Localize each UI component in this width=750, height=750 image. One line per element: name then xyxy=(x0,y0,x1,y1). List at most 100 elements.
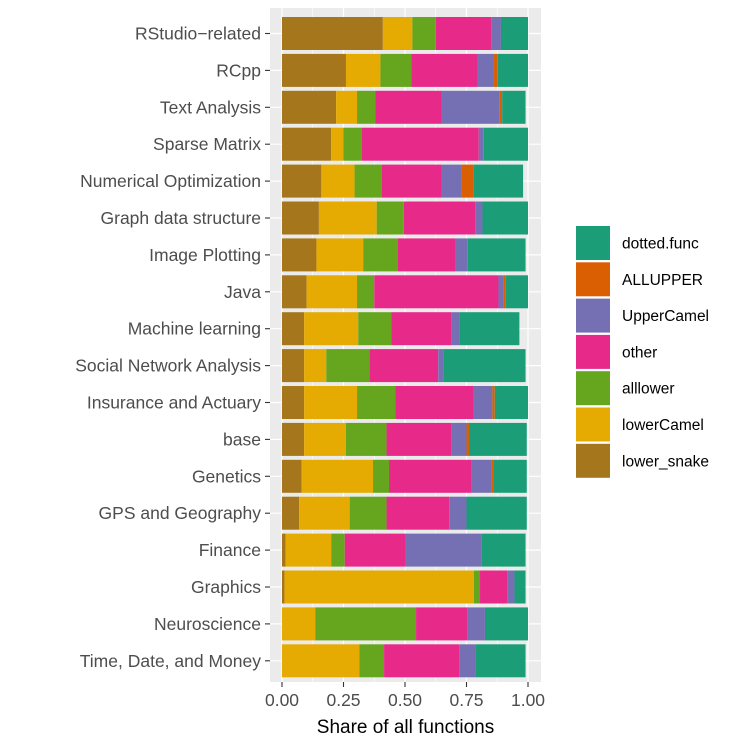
bar-segment-lower-snake xyxy=(282,201,319,235)
bar-segment-uppercamel xyxy=(451,422,467,456)
bar-segment-dotted-func xyxy=(502,90,526,124)
y-tick-label: Time, Date, and Money xyxy=(80,651,261,671)
y-tick-label: Image Plotting xyxy=(149,245,261,265)
bar-segment-other xyxy=(344,533,405,567)
y-tick-label: Numerical Optimization xyxy=(80,171,261,191)
bar-segment-alllower xyxy=(345,422,387,456)
bar-segment-lowercamel xyxy=(282,644,360,678)
legend-label: dotted.func xyxy=(622,236,699,253)
bar-segment-other xyxy=(395,386,474,419)
bar-segment-lowercamel xyxy=(331,127,344,161)
bar-segment-uppercamel xyxy=(467,607,485,641)
bar-segment-other xyxy=(403,201,476,235)
y-tick-label: Genetics xyxy=(192,466,261,486)
x-tick-label: 1.00 xyxy=(511,690,545,710)
bar-segment-alllower xyxy=(380,53,412,87)
legend-key xyxy=(576,334,610,369)
bar-segment-uppercamel xyxy=(478,127,484,161)
bar-segment-uppercamel xyxy=(455,238,468,272)
x-tick-label: 0.00 xyxy=(265,690,299,710)
bar-segment-alllower xyxy=(326,349,370,383)
legend-key xyxy=(576,226,610,260)
bar-segment-dotted-func xyxy=(494,386,528,419)
y-tick-label: Sparse Matrix xyxy=(153,134,261,154)
bar-segment-alllower xyxy=(373,459,390,493)
bar-segment-other xyxy=(386,496,450,530)
bar-segment-uppercamel xyxy=(475,201,483,235)
bar-segment-other xyxy=(397,238,456,272)
bar-segment-uppercamel xyxy=(507,570,515,604)
y-tick-label: base xyxy=(223,429,261,449)
bar-segment-uppercamel xyxy=(459,644,476,678)
bar-segment-dotted-func xyxy=(459,312,520,346)
bar-segment-lower-snake xyxy=(282,90,337,124)
bar-segment-allupper xyxy=(499,90,503,124)
bar-segment-allupper xyxy=(491,459,494,493)
bar-segment-lower-snake xyxy=(282,496,300,530)
bar-segment-lower-snake xyxy=(282,459,302,493)
bar-segment-allupper xyxy=(492,386,495,419)
bar-segment-alllower xyxy=(358,312,392,346)
bar-segment-dotted-func xyxy=(505,275,528,309)
bar-segment-lower-snake xyxy=(282,127,332,161)
y-tick-label: RCpp xyxy=(216,60,261,80)
bar-segment-alllower xyxy=(357,386,396,419)
bar-segment-uppercamel xyxy=(498,275,504,309)
x-tick-label: 0.50 xyxy=(388,690,422,710)
bar-segment-lowercamel xyxy=(284,570,474,604)
bar-segment-dotted-func xyxy=(493,459,527,493)
legend-key xyxy=(576,443,610,478)
legend-label: UpperCamel xyxy=(622,308,709,325)
bar-segment-lowercamel xyxy=(304,422,346,456)
bar-segment-dotted-func xyxy=(467,238,526,272)
bar-segment-alllower xyxy=(357,90,376,124)
y-tick-label: Graphics xyxy=(191,577,261,597)
bar-segment-lowercamel xyxy=(299,496,350,530)
bar-segment-other xyxy=(411,53,478,87)
bar-segment-lower-snake xyxy=(282,349,305,383)
bar-segment-uppercamel xyxy=(451,312,460,346)
bar-segment-other xyxy=(361,127,479,161)
bar-segment-lower-snake xyxy=(282,422,305,456)
bar-segment-uppercamel xyxy=(491,17,501,50)
bar-segment-uppercamel xyxy=(471,459,492,493)
bar-segment-dotted-func xyxy=(443,349,526,383)
bar-segment-lowercamel xyxy=(306,275,358,309)
bar-segment-alllower xyxy=(376,201,404,235)
y-axis: RStudio−related RCpp Text Analysis Sparse M… xyxy=(75,24,270,671)
legend-key xyxy=(576,262,610,297)
bar-segment-dotted-func xyxy=(468,422,527,456)
bar-segment-lower-snake xyxy=(282,238,317,272)
y-tick-label: Text Analysis xyxy=(160,97,261,117)
bar-segment-alllower xyxy=(343,127,362,161)
bar-segment-lower-snake xyxy=(282,312,305,346)
bar-segment-uppercamel xyxy=(449,496,467,530)
bar-segment-dotted-func xyxy=(497,53,528,87)
x-axis-title: Share of all functions xyxy=(317,717,494,738)
legend-key xyxy=(576,407,610,442)
bar-segment-alllower xyxy=(315,607,417,641)
bar-segment-alllower xyxy=(349,496,387,530)
bar-segment-dotted-func xyxy=(514,570,526,604)
bar-segment-other xyxy=(416,607,468,641)
bars xyxy=(282,17,528,678)
bar-segment-dotted-func xyxy=(475,644,526,678)
bar-segment-dotted-func xyxy=(481,533,526,567)
bar-segment-dotted-func xyxy=(484,607,528,641)
bar-segment-uppercamel xyxy=(441,164,462,198)
bar-segment-uppercamel xyxy=(477,53,494,87)
y-tick-label: Graph data structure xyxy=(101,208,262,228)
y-tick-label: Java xyxy=(224,282,261,302)
bar-segment-lowercamel xyxy=(316,238,364,272)
bar-segment-uppercamel xyxy=(405,533,482,567)
bar-segment-alllower xyxy=(412,17,436,50)
bar-segment-alllower xyxy=(359,644,385,678)
legend-key xyxy=(576,371,610,406)
bar-segment-lowercamel xyxy=(304,386,358,419)
bar-segment-lower-snake xyxy=(282,386,305,419)
bar-segment-lowercamel xyxy=(285,533,332,567)
bar-segment-alllower xyxy=(473,570,481,604)
bar-segment-other xyxy=(391,312,452,346)
bar-segment-dotted-func xyxy=(500,17,528,50)
